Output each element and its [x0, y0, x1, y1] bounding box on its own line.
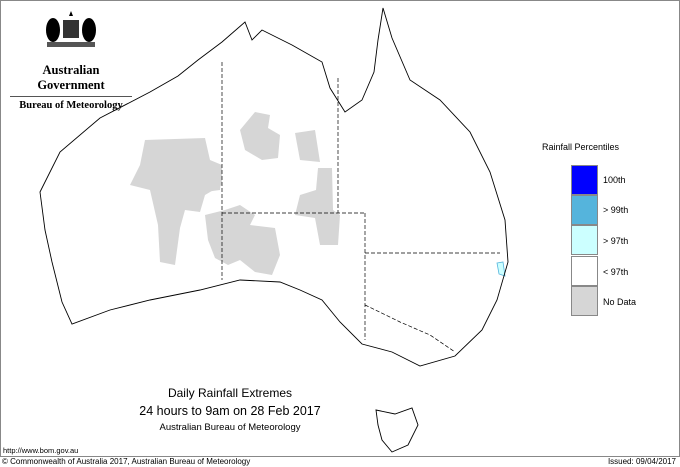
no-data-region	[205, 168, 222, 192]
legend-swatch-97th	[571, 225, 598, 255]
legend-swatch-no-data	[571, 286, 598, 316]
government-label: Australian Government	[37, 63, 105, 92]
map-title: Daily Rainfall Extremes	[167, 386, 293, 400]
legend-label: No Data	[603, 297, 637, 307]
legend-label: > 97th	[603, 236, 629, 246]
legend-label: 100th	[603, 175, 626, 185]
tasmania-coastline	[375, 407, 419, 453]
map-subtitle: 24 hours to 9am on 28 Feb 2017	[139, 404, 321, 418]
no-data-region	[295, 130, 320, 162]
legend-title: Rainfall Percentiles	[542, 142, 620, 152]
above-97th-region	[496, 261, 506, 277]
no-data-region	[240, 112, 280, 160]
bom-url-link[interactable]: http://www.bom.gov.au	[3, 446, 79, 455]
australia-coastline	[39, 7, 509, 367]
legend-swatch-below-97th	[571, 256, 598, 286]
legend-swatch-99th	[571, 195, 598, 225]
copyright-text: © Commonwealth of Australia 2017, Austra…	[2, 457, 251, 466]
australian-government-logo: Australian Government Bureau of Meteorol…	[10, 8, 132, 111]
coat-of-arms-icon	[46, 11, 96, 47]
no-data-region	[130, 138, 222, 265]
no-data-region	[295, 168, 340, 245]
legend-swatch-100th	[571, 165, 598, 195]
state-borders	[221, 62, 500, 353]
issued-date: Issued: 09/04/2017	[607, 457, 676, 466]
legend-label: < 97th	[603, 267, 629, 277]
bureau-label: Bureau of Meteorology	[10, 96, 132, 111]
legend-label: > 99th	[603, 205, 629, 215]
no-data-region	[205, 205, 280, 275]
map-source: Australian Bureau of Meteorology	[159, 422, 301, 433]
